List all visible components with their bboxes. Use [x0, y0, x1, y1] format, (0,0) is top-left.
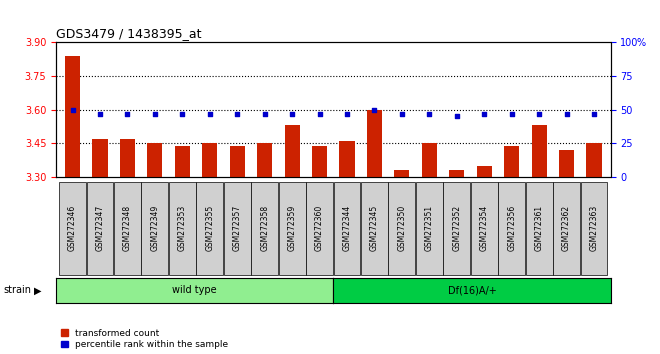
Bar [92, 139, 108, 177]
Text: GSM272359: GSM272359 [288, 205, 296, 251]
Bar [279, 182, 306, 275]
Bar [141, 182, 168, 275]
Point [342, 111, 352, 116]
Bar [202, 143, 217, 177]
Bar [175, 145, 190, 177]
Text: GSM272345: GSM272345 [370, 205, 379, 251]
Text: GSM272347: GSM272347 [96, 205, 104, 251]
Text: GSM272360: GSM272360 [315, 205, 324, 251]
Point [589, 111, 599, 116]
Point [259, 111, 270, 116]
Text: GSM272351: GSM272351 [425, 205, 434, 251]
Bar [526, 182, 552, 275]
Bar [169, 182, 196, 275]
Bar [65, 56, 80, 177]
Bar [257, 143, 272, 177]
Point [479, 111, 490, 116]
Bar [581, 182, 607, 275]
Text: ▶: ▶ [34, 285, 42, 295]
Text: GSM272349: GSM272349 [150, 205, 160, 251]
Bar [553, 182, 580, 275]
Bar [444, 182, 471, 275]
Bar [306, 182, 333, 275]
Bar [230, 145, 245, 177]
Text: GSM272358: GSM272358 [260, 205, 269, 251]
Bar [531, 125, 546, 177]
Point [506, 111, 517, 116]
Bar [477, 166, 492, 177]
Text: wild type: wild type [172, 285, 217, 295]
Text: GSM272361: GSM272361 [535, 205, 544, 251]
Point [150, 111, 160, 116]
Bar [395, 170, 409, 177]
Text: GSM272354: GSM272354 [480, 205, 489, 251]
Text: GSM272363: GSM272363 [589, 205, 599, 251]
Bar [559, 150, 574, 177]
Bar [416, 182, 443, 275]
Text: GSM272355: GSM272355 [205, 205, 214, 251]
Text: GSM272353: GSM272353 [178, 205, 187, 251]
Text: GSM272344: GSM272344 [343, 205, 352, 251]
Bar [339, 141, 354, 177]
Text: GSM272350: GSM272350 [397, 205, 407, 251]
Bar [367, 110, 382, 177]
Bar [504, 145, 519, 177]
Bar [422, 143, 437, 177]
Point [67, 107, 78, 113]
Text: GSM272352: GSM272352 [452, 205, 461, 251]
Point [205, 111, 215, 116]
Point [95, 111, 106, 116]
Text: GSM272362: GSM272362 [562, 205, 571, 251]
Point [561, 111, 572, 116]
Text: GDS3479 / 1438395_at: GDS3479 / 1438395_at [56, 27, 201, 40]
Point [287, 111, 298, 116]
Bar [389, 182, 415, 275]
Point [369, 107, 380, 113]
Point [534, 111, 544, 116]
Bar [196, 182, 223, 275]
Bar [120, 139, 135, 177]
Bar [361, 182, 388, 275]
Bar [471, 182, 498, 275]
Bar [86, 182, 114, 275]
Legend: transformed count, percentile rank within the sample: transformed count, percentile rank withi… [61, 329, 228, 349]
Point [451, 114, 462, 119]
Text: GSM272348: GSM272348 [123, 205, 132, 251]
Point [314, 111, 325, 116]
Point [232, 111, 242, 116]
Bar [59, 182, 86, 275]
Point [397, 111, 407, 116]
Bar [587, 143, 601, 177]
Text: GSM272357: GSM272357 [233, 205, 242, 251]
Point [177, 111, 187, 116]
Text: Df(16)A/+: Df(16)A/+ [447, 285, 496, 295]
Bar [312, 145, 327, 177]
Text: GSM272346: GSM272346 [68, 205, 77, 251]
Bar [147, 143, 162, 177]
Bar [498, 182, 525, 275]
Point [122, 111, 133, 116]
Text: strain: strain [3, 285, 31, 295]
Bar [224, 182, 251, 275]
Bar [449, 170, 465, 177]
Bar [284, 125, 300, 177]
Y-axis label: %: % [636, 39, 645, 48]
Bar [114, 182, 141, 275]
Bar [333, 182, 360, 275]
Text: GSM272356: GSM272356 [507, 205, 516, 251]
Point [424, 111, 435, 116]
Bar [251, 182, 278, 275]
